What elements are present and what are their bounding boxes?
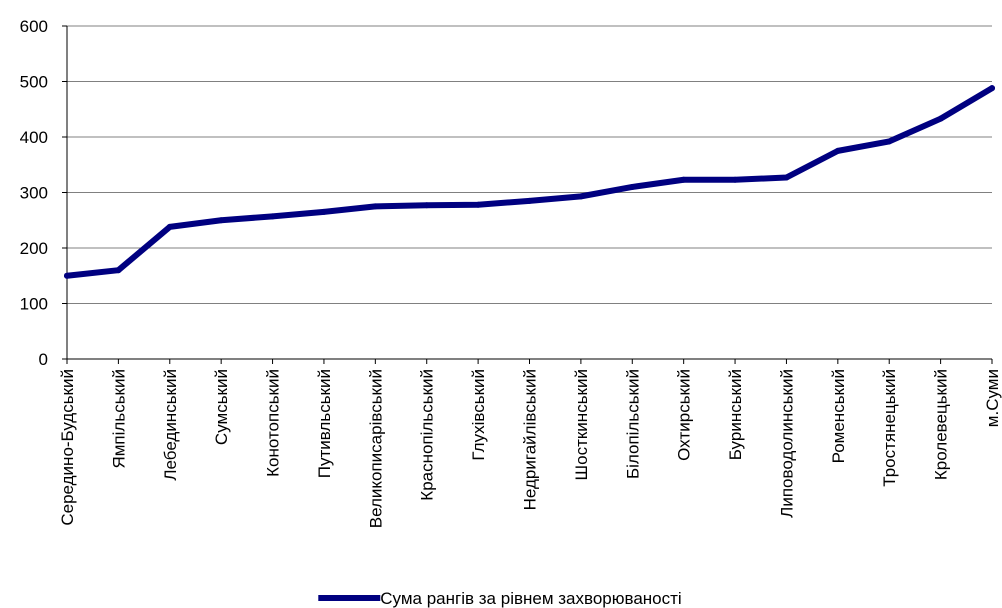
x-tick-label: Тростянецький	[880, 369, 899, 487]
x-tick-label: Буринський	[726, 369, 745, 460]
data-point	[886, 138, 893, 145]
x-tick-label: Недригайлівський	[521, 369, 540, 510]
y-tick-label: 100	[20, 295, 48, 314]
series-group	[64, 85, 995, 279]
data-point	[423, 202, 430, 209]
data-point	[629, 183, 636, 190]
x-tick-label: Шосткинський	[572, 369, 591, 480]
gridlines	[67, 25, 992, 304]
legend-label: Сума рангів за рівнем захворюваності	[380, 589, 681, 608]
x-tick-label: Роменський	[829, 369, 848, 463]
x-tick-label: Білопільський	[623, 369, 642, 479]
x-tick-label: Путивльський	[315, 369, 334, 478]
data-point	[64, 272, 70, 279]
x-tick-label: м.Суми	[983, 369, 1002, 427]
data-point	[269, 213, 276, 220]
data-point	[372, 203, 379, 210]
y-tick-label: 500	[20, 73, 48, 92]
data-point	[834, 147, 841, 154]
x-tick-label: Кролевецький	[932, 369, 951, 480]
data-point	[320, 208, 327, 215]
data-point	[475, 201, 482, 208]
data-point	[577, 193, 584, 200]
legend: Сума рангів за рівнем захворюваності	[318, 589, 682, 608]
y-tick-label: 400	[20, 128, 48, 147]
data-point	[989, 85, 995, 92]
x-tick-label: Глухівський	[469, 369, 488, 461]
legend-marker	[346, 595, 353, 601]
y-tick-label: 300	[20, 184, 48, 203]
x-tick-label: Сумський	[212, 369, 231, 445]
y-axis-ticks: 0 100 200 300 400 500 600	[20, 17, 67, 369]
x-tick-label: Лебединський	[161, 369, 180, 481]
x-tick-label: Великописарівський	[366, 369, 385, 528]
x-tick-label: Середино-Будський	[58, 369, 77, 526]
data-point	[732, 176, 739, 183]
x-tick-label: Краснопільський	[418, 369, 437, 501]
data-point	[218, 217, 225, 224]
y-tick-label: 200	[20, 239, 48, 258]
y-tick-label: 600	[20, 17, 48, 36]
data-point	[526, 197, 533, 204]
x-tick-label: Ямпільський	[109, 369, 128, 469]
y-tick-label: 0	[39, 350, 48, 369]
data-point	[166, 223, 173, 230]
x-axis-ticks: Середино-Будський Ямпільський Лебединський…	[58, 359, 1002, 528]
x-tick-label: Охтирський	[675, 369, 694, 461]
data-point	[937, 115, 944, 122]
x-tick-label: Липоводолинський	[777, 369, 796, 518]
x-tick-label: Конотопський	[264, 369, 283, 477]
data-point	[115, 267, 122, 274]
data-point	[680, 176, 687, 183]
data-point	[783, 174, 790, 181]
